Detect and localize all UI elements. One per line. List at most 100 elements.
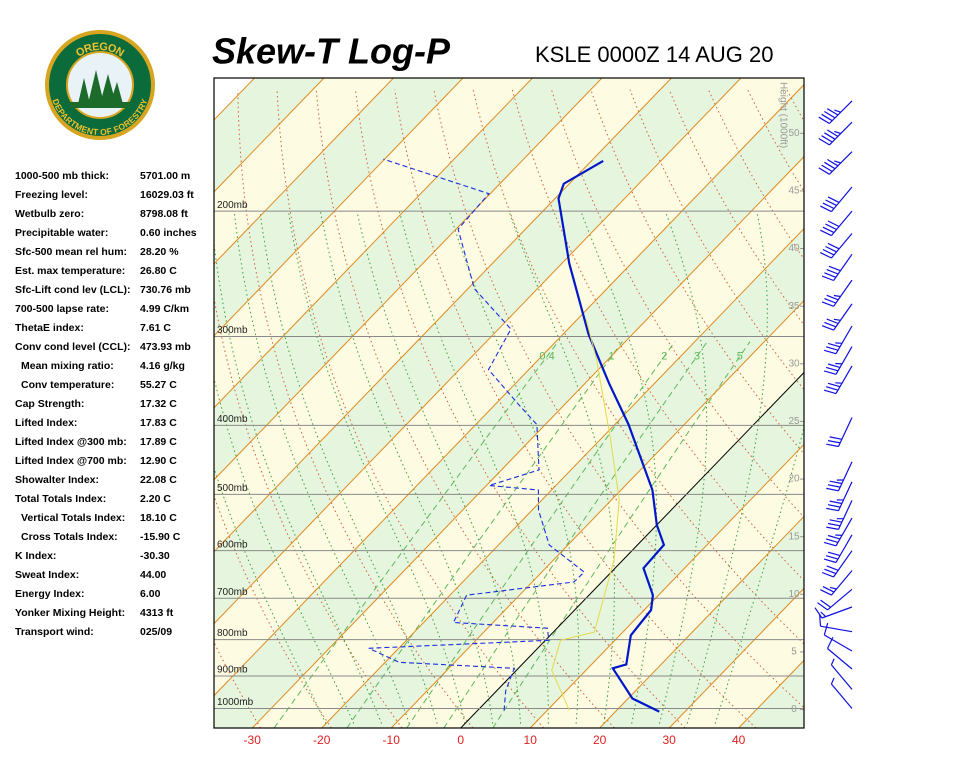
wind-barb [818,151,853,175]
index-label: Cross Totals Index: [21,531,118,543]
wind-barb [818,100,853,125]
logo: OREGON DEPARTMENT OF FORESTRY [45,30,155,140]
index-label: Sfc-500 mean rel hum: [15,246,127,258]
wind-barb [823,325,853,355]
mixing-ratio-label: 1 [608,350,614,362]
isotherm [214,78,672,553]
sounding-trace [557,159,666,713]
height-tick-label: 20 [788,474,800,485]
mixing-ratio-line [406,341,676,728]
index-value: 16029.03 ft [140,189,194,201]
height-tick-label: 45 [788,186,800,197]
wind-barb [830,677,853,709]
dry-adiabat [472,89,804,645]
index-label: Wetbulb zero: [15,208,84,220]
sounding-trace [551,319,620,711]
index-value: 28.20 % [140,246,179,258]
y-tick-label: 1000mb [217,697,254,708]
moist-adiabat [214,239,382,724]
isotherm [251,155,804,728]
index-label: Conv temperature: [21,379,114,391]
wind-barb [830,658,853,690]
temperature-band [808,78,960,728]
index-value: 22.08 C [140,474,177,486]
height-tick-label: 30 [788,358,800,369]
index-value: 6.00 [140,588,161,600]
height-tick-label: 35 [788,301,800,312]
index-value: 26.80 C [140,265,177,277]
y-tick-label: 600mb [217,539,248,550]
title: Skew-T Log-P [212,31,451,72]
wind-barb [826,461,853,492]
mixing-ratio-line [346,341,623,728]
wind-barbs [814,100,853,709]
wind-barb [819,613,853,633]
mixing-ratio-label: 5 [737,350,743,362]
index-value: 17.32 C [140,398,177,410]
isotherm [214,78,394,265]
index-label: Yonker Mixing Height: [15,607,125,619]
dry-adiabat [905,90,960,728]
moist-adiabat [580,210,657,724]
height-tick-label: 0 [791,704,797,715]
wind-barb [818,121,853,146]
background [214,78,960,728]
y-tick-label: 900mb [217,665,248,676]
index-value: 0.60 inches [140,227,197,239]
wind-barb [821,279,853,307]
index-label: Cap Strength: [15,398,84,410]
index-value: 55.27 C [140,379,177,391]
x-tick-label: 30 [663,733,677,747]
y-tick-label: 800mb [217,628,248,639]
mixing-ratio-line [443,341,708,728]
wind-barb [821,253,853,282]
mixing-ratio-label: 0.4 [539,350,554,362]
wind-barb [826,500,853,530]
mixing-ratio-label: 3 [694,350,700,362]
height-tick-label: 5 [791,647,797,658]
wind-barb [817,588,853,611]
sounding-trace [368,158,586,711]
isotherm [214,78,464,337]
x-tick-label: 40 [732,733,746,747]
index-label: Mean mixing ratio: [21,360,114,372]
index-label: Est. max temperature: [15,265,125,277]
index-label: Sweat Index: [15,569,79,581]
mixing-ratio-line [492,341,751,728]
plot-frame [213,77,805,729]
indices: 1000-500 mb thick: 5701.00 m Freezing leve… [15,170,197,638]
index-value: 4.99 C/km [140,303,189,315]
index-value: 5701.00 m [140,170,190,182]
height-tick-label: 50 [788,128,800,139]
index-label: Freezing level: [15,189,88,201]
isotherm [390,299,804,728]
index-label: 700-500 lapse rate: [15,303,109,315]
index-value: 8798.08 ft [140,208,188,220]
station: KSLE 0000Z 14 AUG 20 [535,42,774,67]
wind-barb [823,346,853,375]
dry-adiabat [826,90,960,728]
height-tick-label: 40 [788,243,800,254]
moist-adiabat [287,211,466,724]
isotherm [214,78,603,481]
x-tick-label: -10 [383,733,401,747]
height-label: Height (1000ft) [777,82,788,148]
wind-barb [826,481,853,512]
height-tick-label: 25 [788,416,800,427]
height-tick-label: 15 [788,531,800,542]
logo-trees [78,70,123,104]
index-value: 18.10 C [140,512,177,524]
isotherm [214,83,804,697]
index-value: -15.90 C [140,531,181,543]
index-label: ThetaE index: [15,322,84,334]
index-label: Showalter Index: [15,474,99,486]
wind-barb [820,570,853,596]
wind-barb [820,233,853,259]
index-label: Total Totals Index: [15,493,106,505]
wind-barb [826,637,853,670]
wind-barb [820,186,853,213]
dry-adiabat [276,89,544,728]
logo-top-text: OREGON [74,41,126,60]
index-label: 1000-500 mb thick: [15,170,109,182]
